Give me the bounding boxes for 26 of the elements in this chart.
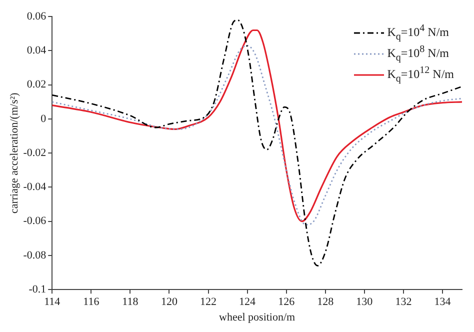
x-tick-label: 122 [200, 296, 217, 308]
legend-label: K$_{q}$=10$^{12}$ N/m [387, 64, 454, 84]
x-tick-label: 114 [44, 296, 61, 308]
x-tick-label: 124 [239, 296, 256, 308]
y-axis-title: carriage acceleration/(m/s²) [8, 92, 20, 214]
y-tick-label: -0.06 [23, 215, 47, 228]
y-tick-label: -0.04 [23, 181, 47, 194]
legend-label: K$_{q}$=10$^{4}$ N/m [387, 22, 449, 42]
x-tick-label: 134 [434, 296, 452, 308]
x-tick-label: 120 [160, 296, 178, 308]
y-tick-label: -0.1 [28, 283, 46, 296]
y-tick-label: 0.02 [26, 78, 46, 91]
x-axis-title: wheel position/m [219, 311, 296, 324]
line-series [52, 19, 462, 266]
x-tick-label: 126 [278, 296, 296, 308]
x-tick-label: 130 [356, 296, 374, 308]
y-tick-label: -0.08 [23, 249, 47, 262]
y-tick-label: 0.04 [26, 44, 47, 57]
x-tick-label: 116 [83, 296, 100, 308]
y-tick-label: 0 [40, 112, 47, 125]
x-tick-label: 132 [395, 296, 412, 308]
y-tick-label: 0.06 [26, 10, 47, 22]
legend-label: K$_{q}$=10$^{8}$ N/m [387, 44, 449, 64]
y-tick-label: -0.02 [23, 146, 46, 159]
x-tick-label: 118 [122, 296, 139, 308]
x-tick-label: 128 [317, 296, 334, 308]
